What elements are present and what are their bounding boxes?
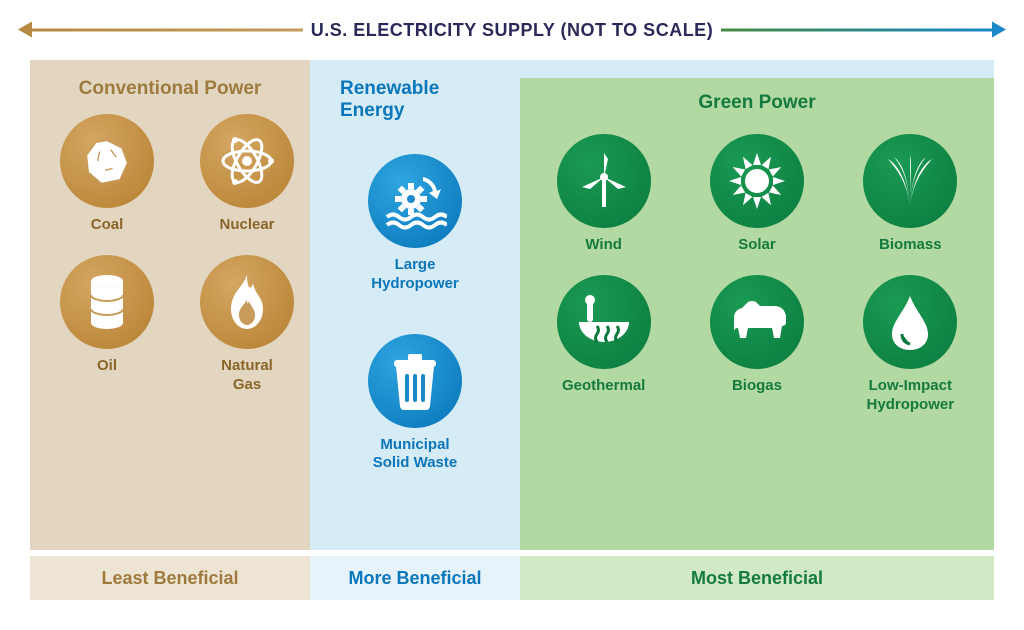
item-wind: Wind <box>539 134 669 255</box>
label-biogas: Biogas <box>732 377 782 396</box>
footer-more-beneficial: More Beneficial <box>310 556 520 600</box>
hydro-icon <box>368 154 462 248</box>
wind-icon <box>557 134 651 228</box>
item-coal: Coal <box>42 114 172 235</box>
section-renewable: Renewable Energy LargeHydropower Municip… <box>310 60 520 550</box>
drop-icon <box>863 275 957 369</box>
item-biomass: Biomass <box>845 134 975 255</box>
nuclear-icon <box>200 114 294 208</box>
label-natural-gas: NaturalGas <box>221 357 273 395</box>
footer-least-beneficial: Least Beneficial <box>30 556 310 600</box>
label-large-hydropower: LargeHydropower <box>371 256 459 294</box>
label-nuclear: Nuclear <box>219 216 274 235</box>
arrow-right <box>704 29 994 32</box>
label-biomass: Biomass <box>879 236 942 255</box>
item-nuclear: Nuclear <box>182 114 312 235</box>
conventional-icon-grid: Coal Nuclear Oil NaturalGas <box>42 114 298 394</box>
label-geothermal: Geothermal <box>562 377 645 396</box>
biogas-icon <box>710 275 804 369</box>
footer-most-beneficial: Most Beneficial <box>520 556 994 600</box>
coal-icon <box>60 114 154 208</box>
green-icon-grid: Wind Solar Biomass <box>532 134 982 414</box>
item-biogas: Biogas <box>692 275 822 415</box>
label-oil: Oil <box>97 357 117 376</box>
green-inner-panel: Green Power Wind Solar <box>520 78 994 550</box>
trash-icon <box>368 334 462 428</box>
item-solar: Solar <box>692 134 822 255</box>
item-municipal-solid-waste: MunicipalSolid Waste <box>350 334 480 474</box>
oil-icon <box>60 255 154 349</box>
arrow-left <box>30 29 320 32</box>
item-natural-gas: NaturalGas <box>182 255 312 395</box>
biomass-icon <box>863 134 957 228</box>
geothermal-icon <box>557 275 651 369</box>
section-title-renewable: Renewable Energy <box>322 78 508 122</box>
section-title-conventional: Conventional Power <box>42 78 298 100</box>
section-green: Green Power Wind Solar <box>520 60 994 550</box>
renewable-icon-grid: LargeHydropower MunicipalSolid Waste <box>322 154 508 473</box>
main-grid: Conventional Power Coal Nuclear Oil <box>30 60 994 550</box>
label-low-impact-hydropower: Low-ImpactHydropower <box>867 377 955 415</box>
footer-bar: Least Beneficial More Beneficial Most Be… <box>30 556 994 600</box>
label-municipal-solid-waste: MunicipalSolid Waste <box>373 436 457 474</box>
solar-icon <box>710 134 804 228</box>
label-coal: Coal <box>91 216 124 235</box>
header-spectrum-bar: U.S. ELECTRICITY SUPPLY (NOT TO SCALE) <box>30 10 994 50</box>
item-large-hydropower: LargeHydropower <box>350 154 480 294</box>
section-conventional: Conventional Power Coal Nuclear Oil <box>30 60 310 550</box>
flame-icon <box>200 255 294 349</box>
item-oil: Oil <box>42 255 172 395</box>
header-title: U.S. ELECTRICITY SUPPLY (NOT TO SCALE) <box>303 20 721 41</box>
label-solar: Solar <box>738 236 776 255</box>
item-low-impact-hydropower: Low-ImpactHydropower <box>845 275 975 415</box>
item-geothermal: Geothermal <box>539 275 669 415</box>
label-wind: Wind <box>585 236 622 255</box>
section-title-green: Green Power <box>532 92 982 114</box>
